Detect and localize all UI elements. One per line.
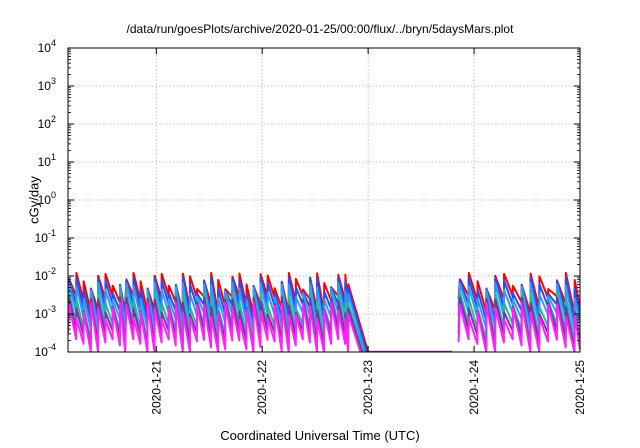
series-line — [68, 301, 580, 352]
series-layer — [68, 271, 580, 353]
y-tick-label: 10-3 — [35, 304, 56, 321]
x-tick-label: 2020-1-21 — [149, 360, 163, 415]
ticks: 10-4 10-3 10-2 10-1 100 101 102 103 104 2020-1-21… — [35, 38, 587, 415]
x-tick-label: 2020-1-23 — [361, 360, 375, 415]
y-tick-label: 10-2 — [35, 266, 56, 283]
y-tick-label: 101 — [38, 152, 56, 169]
x-axis-label: Coordinated Universal Time (UTC) — [220, 428, 420, 443]
x-tick-label: 2020-1-22 — [255, 360, 269, 415]
chart-title: /data/run/goesPlots/archive/2020-01-25/0… — [126, 22, 514, 36]
y-tick-label: 10-1 — [35, 228, 56, 245]
y-tick-label: 103 — [38, 76, 56, 93]
y-tick-label: 10-4 — [35, 342, 56, 359]
y-tick-label: 104 — [38, 38, 56, 55]
x-tick-label: 2020-1-25 — [573, 360, 587, 415]
y-axis-label: cGy/day — [26, 176, 42, 224]
y-tick-label: 102 — [38, 114, 56, 131]
y-tick-label: 100 — [38, 190, 56, 207]
x-tick-label: 2020-1-24 — [467, 360, 481, 415]
